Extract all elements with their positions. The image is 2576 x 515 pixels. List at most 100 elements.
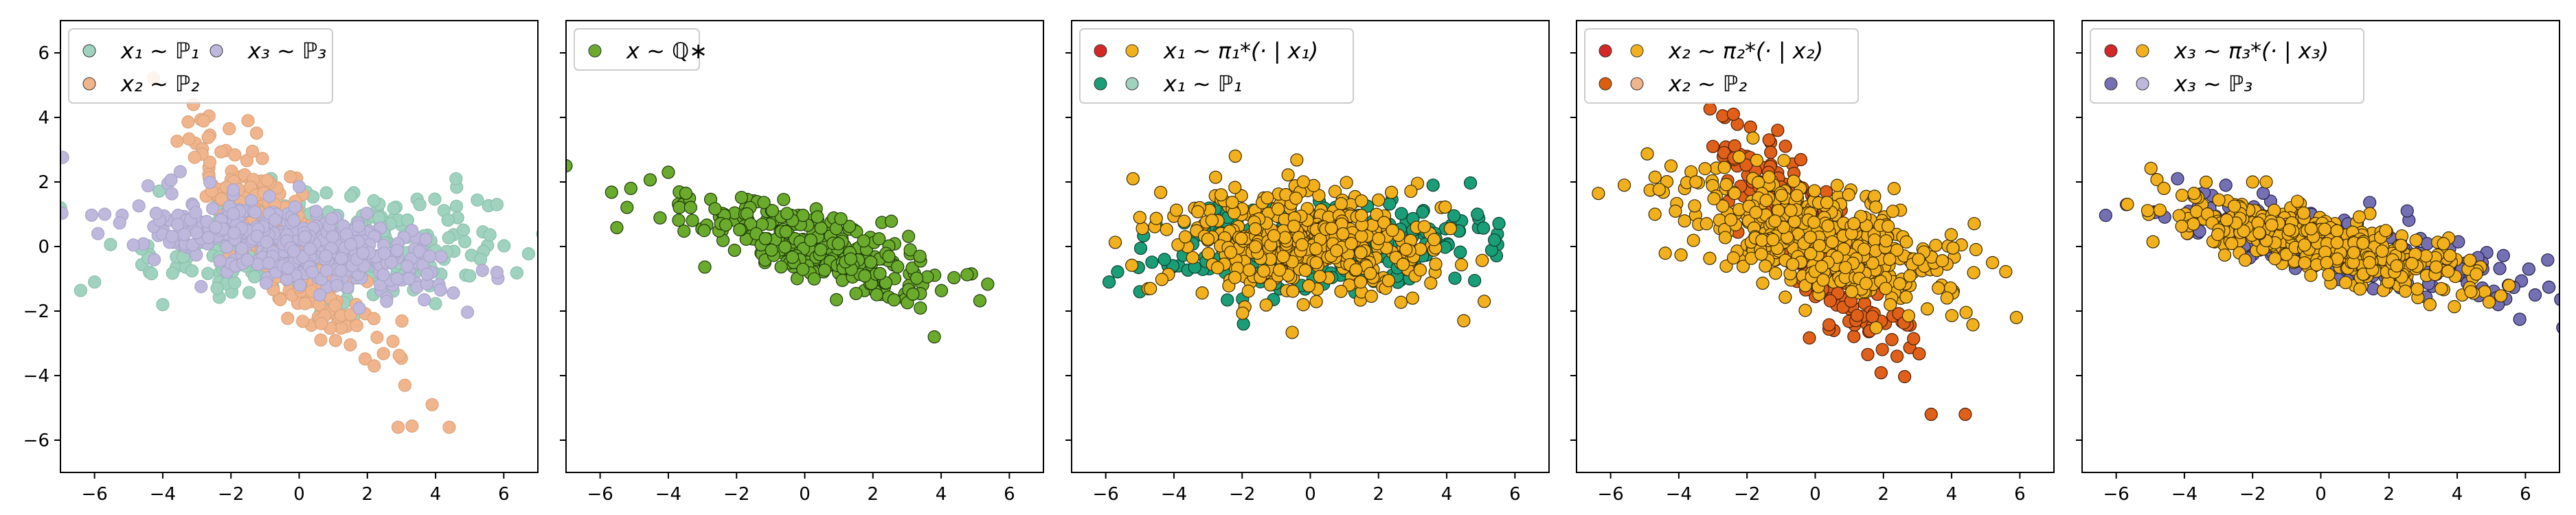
point-series-3 xyxy=(319,249,332,263)
point-series-3 xyxy=(227,226,241,240)
point-series-3 xyxy=(356,246,370,260)
point-series-2 xyxy=(1749,205,1763,219)
y-tick-label: −2 xyxy=(23,301,49,322)
point-series-2 xyxy=(1205,214,1219,227)
point-series-1 xyxy=(449,199,464,214)
point-series-3 xyxy=(309,205,323,218)
y-tick-label: −4 xyxy=(23,366,49,387)
point-series-2 xyxy=(1228,149,1242,163)
point-series-1 xyxy=(1822,318,1836,332)
point-series-2 xyxy=(1405,291,1420,305)
point-series-2 xyxy=(2211,227,2225,242)
point-series-2 xyxy=(1617,179,1631,192)
point-series-2 xyxy=(1821,219,1835,233)
point-series-1 xyxy=(1778,139,1792,153)
x-tick-label: 2 xyxy=(2384,484,2395,505)
point-series-1 xyxy=(902,229,916,243)
point-series-2 xyxy=(1807,184,1822,198)
point-series-2 xyxy=(1935,254,1950,268)
point-series-2 xyxy=(2238,253,2252,267)
point-series-3 xyxy=(147,253,161,266)
point-series-2 xyxy=(1686,233,1700,247)
point-series-2 xyxy=(1728,187,1741,201)
point-series-1 xyxy=(779,225,793,238)
point-series-1 xyxy=(698,260,712,274)
point-series-2 xyxy=(2225,237,2239,251)
point-series-2 xyxy=(1790,189,1804,203)
point-series-2 xyxy=(1191,205,1205,218)
point-series-2 xyxy=(386,334,400,348)
point-series-2 xyxy=(2157,181,2171,195)
point-series-2 xyxy=(1340,176,1353,190)
point-series-1 xyxy=(780,207,794,220)
point-series-2 xyxy=(1677,214,1691,228)
point-series-2 xyxy=(370,330,384,344)
point-series-2 xyxy=(1718,231,1732,244)
legend-box xyxy=(68,28,333,104)
point-series-1 xyxy=(1847,330,1861,343)
point-series-2 xyxy=(2352,210,2366,224)
point-series-1 xyxy=(228,276,242,290)
points-group xyxy=(566,159,995,344)
legend-box xyxy=(1584,28,1859,104)
point-series-2 xyxy=(1364,266,1377,280)
point-series-2 xyxy=(2353,282,2367,296)
x-tick-label: −4 xyxy=(655,484,681,505)
y-tick-label: 4 xyxy=(38,108,49,128)
point-series-1 xyxy=(697,224,711,238)
point-series-2 xyxy=(2330,236,2344,249)
point-series-3 xyxy=(171,218,185,231)
point-series-2 xyxy=(203,155,217,169)
point-series-2 xyxy=(1838,261,1853,275)
point-series-1 xyxy=(1706,139,1720,153)
point-series-3 xyxy=(400,260,414,273)
point-series-2 xyxy=(2219,213,2234,227)
point-series-3 xyxy=(190,226,203,240)
point-series-2 xyxy=(2298,256,2312,270)
legend-marker xyxy=(1125,44,1139,58)
point-series-1 xyxy=(662,165,675,179)
point-series-2 xyxy=(1309,255,1323,270)
point-series-3 xyxy=(165,187,179,201)
point-series-2 xyxy=(1330,244,1344,258)
x-tick-label: 4 xyxy=(430,484,442,505)
point-series-3 xyxy=(292,180,306,194)
point-series-2 xyxy=(2464,285,2478,299)
legend-marker xyxy=(1630,44,1644,58)
point-series-2 xyxy=(1869,201,1883,214)
point-series-1 xyxy=(387,201,400,215)
point-series-3 xyxy=(390,272,404,286)
point-series-3 xyxy=(132,199,146,213)
point-series-2 xyxy=(1969,242,1983,257)
x-tick-label: 0 xyxy=(2315,484,2327,505)
point-series-1 xyxy=(857,234,870,248)
x-tick-label: 2 xyxy=(1373,484,1385,505)
point-series-1 xyxy=(605,185,618,199)
point-series-1 xyxy=(442,231,455,244)
points-group xyxy=(1592,102,2023,422)
point-series-2 xyxy=(395,314,409,328)
point-series-1 xyxy=(873,266,887,281)
point-series-3 xyxy=(91,227,105,240)
point-series-2 xyxy=(1385,185,1399,199)
point-series-2 xyxy=(1328,185,1342,198)
point-series-2 xyxy=(1381,274,1396,288)
point-series-2 xyxy=(1929,238,1943,252)
point-series-2 xyxy=(1349,263,1363,277)
point-series-1 xyxy=(247,270,262,284)
point-series-2 xyxy=(1249,240,1263,253)
point-series-2 xyxy=(1716,199,1730,213)
point-series-1 xyxy=(973,294,987,308)
point-series-2 xyxy=(1847,217,1861,231)
point-series-2 xyxy=(1154,185,1168,199)
point-series-1 xyxy=(804,233,817,247)
points-group xyxy=(2099,161,2560,334)
point-series-2 xyxy=(1798,304,1812,317)
x-tick-label: 6 xyxy=(1509,484,1521,505)
point-series-3 xyxy=(343,238,358,251)
point-series-2 xyxy=(1778,290,1792,304)
point-series-2 xyxy=(1752,176,1765,190)
point-series-2 xyxy=(1236,306,1250,320)
point-series-3 xyxy=(547,315,560,328)
point-series-2 xyxy=(1932,281,1945,295)
